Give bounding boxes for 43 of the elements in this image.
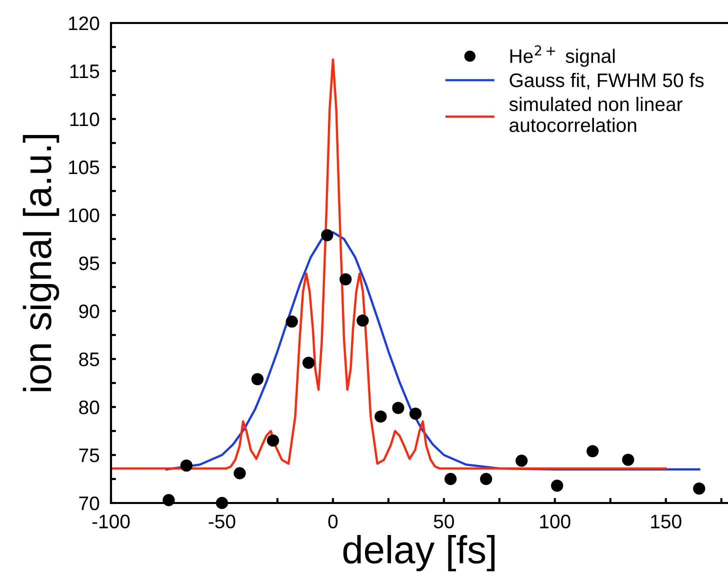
point (216, 496, 228, 510)
legend-label: He$^{2+}$ signal (510, 45, 615, 67)
point (321, 229, 334, 242)
point (551, 480, 564, 492)
x-axis-title: delay [fs] (343, 535, 495, 572)
point (374, 410, 387, 423)
point (516, 454, 528, 467)
y-tick-label: 100 (68, 208, 100, 222)
point (480, 472, 492, 486)
point (251, 373, 264, 386)
y-tick-label: 115 (70, 64, 100, 78)
point (162, 494, 175, 506)
y-tick-label: 75 (79, 448, 100, 462)
y-tick-label: 80 (79, 400, 100, 414)
point (693, 482, 706, 495)
point (302, 356, 315, 369)
y-tick-label: 110 (70, 112, 100, 126)
y-axis-title: ion signal [a.u.] (22, 134, 60, 392)
x-tick-label: -50 (208, 514, 236, 528)
point (340, 273, 352, 286)
point (444, 472, 457, 486)
x-tick-label: 0 (328, 514, 338, 528)
legend-label: Gauss fit, FWHM 50 fs (510, 72, 704, 90)
x-tick-label: -100 (92, 514, 130, 528)
legend-label: simulated non linear autocorrelation (509, 96, 682, 132)
point (392, 402, 404, 414)
y-tick-label: 70 (79, 496, 100, 510)
point (586, 445, 599, 458)
point (286, 315, 298, 328)
y-tick-label: 105 (68, 160, 100, 174)
x-tick-label: 150 (651, 514, 682, 528)
point (234, 467, 246, 480)
x-tick-label: 50 (434, 514, 454, 528)
point (266, 434, 280, 447)
y-tick-label: 85 (79, 352, 100, 366)
point (409, 408, 422, 420)
y-tick-label: 90 (79, 304, 100, 318)
point (356, 314, 369, 327)
y-tick-label: 95 (79, 256, 100, 270)
y-tick-label: 120 (68, 16, 100, 30)
point (180, 459, 193, 472)
x-tick-label: 100 (540, 514, 570, 528)
point (622, 454, 634, 466)
